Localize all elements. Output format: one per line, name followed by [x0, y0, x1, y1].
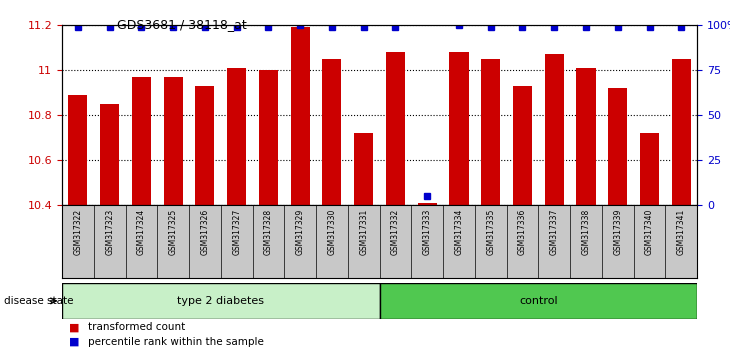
Bar [545, 54, 564, 205]
Text: GSM317333: GSM317333 [423, 209, 431, 255]
Text: ■: ■ [69, 322, 80, 332]
Text: GSM317330: GSM317330 [328, 209, 337, 255]
Text: GSM317341: GSM317341 [677, 209, 685, 255]
Bar [291, 27, 310, 205]
Text: type 2 diabetes: type 2 diabetes [177, 296, 264, 306]
Text: percentile rank within the sample: percentile rank within the sample [88, 337, 264, 347]
Text: GSM317331: GSM317331 [359, 209, 368, 255]
Text: GSM317325: GSM317325 [169, 209, 177, 255]
Text: control: control [519, 296, 558, 306]
Text: GSM317335: GSM317335 [486, 209, 495, 255]
Text: GSM317339: GSM317339 [613, 209, 622, 255]
Bar [577, 68, 596, 205]
Bar [450, 52, 469, 205]
Bar [481, 59, 500, 205]
Bar [640, 133, 659, 205]
Bar [227, 68, 246, 205]
Text: GSM317334: GSM317334 [455, 209, 464, 255]
Bar [323, 59, 342, 205]
Bar [608, 88, 627, 205]
Bar [386, 52, 405, 205]
Bar [513, 86, 532, 205]
Bar [69, 95, 88, 205]
Text: GSM317322: GSM317322 [74, 209, 82, 255]
Text: GSM317323: GSM317323 [105, 209, 114, 255]
Bar [100, 104, 119, 205]
Bar [354, 133, 373, 205]
Bar [196, 86, 215, 205]
Bar [672, 59, 691, 205]
Text: GSM317324: GSM317324 [137, 209, 146, 255]
Text: disease state: disease state [4, 296, 73, 306]
Bar [132, 77, 151, 205]
Text: GSM317326: GSM317326 [201, 209, 210, 255]
Bar [259, 70, 278, 205]
Text: GDS3681 / 38118_at: GDS3681 / 38118_at [117, 18, 247, 31]
Bar [380, 283, 697, 319]
Text: GSM317329: GSM317329 [296, 209, 304, 255]
Text: ■: ■ [69, 337, 80, 347]
Text: GSM317336: GSM317336 [518, 209, 527, 255]
Text: GSM317338: GSM317338 [582, 209, 591, 255]
Text: GSM317340: GSM317340 [645, 209, 654, 255]
Bar [164, 77, 182, 205]
Text: GSM317327: GSM317327 [232, 209, 241, 255]
Text: GSM317337: GSM317337 [550, 209, 558, 255]
Text: transformed count: transformed count [88, 322, 185, 332]
Text: GSM317328: GSM317328 [264, 209, 273, 255]
Bar [418, 203, 437, 205]
Text: GSM317332: GSM317332 [391, 209, 400, 255]
Bar [62, 283, 380, 319]
